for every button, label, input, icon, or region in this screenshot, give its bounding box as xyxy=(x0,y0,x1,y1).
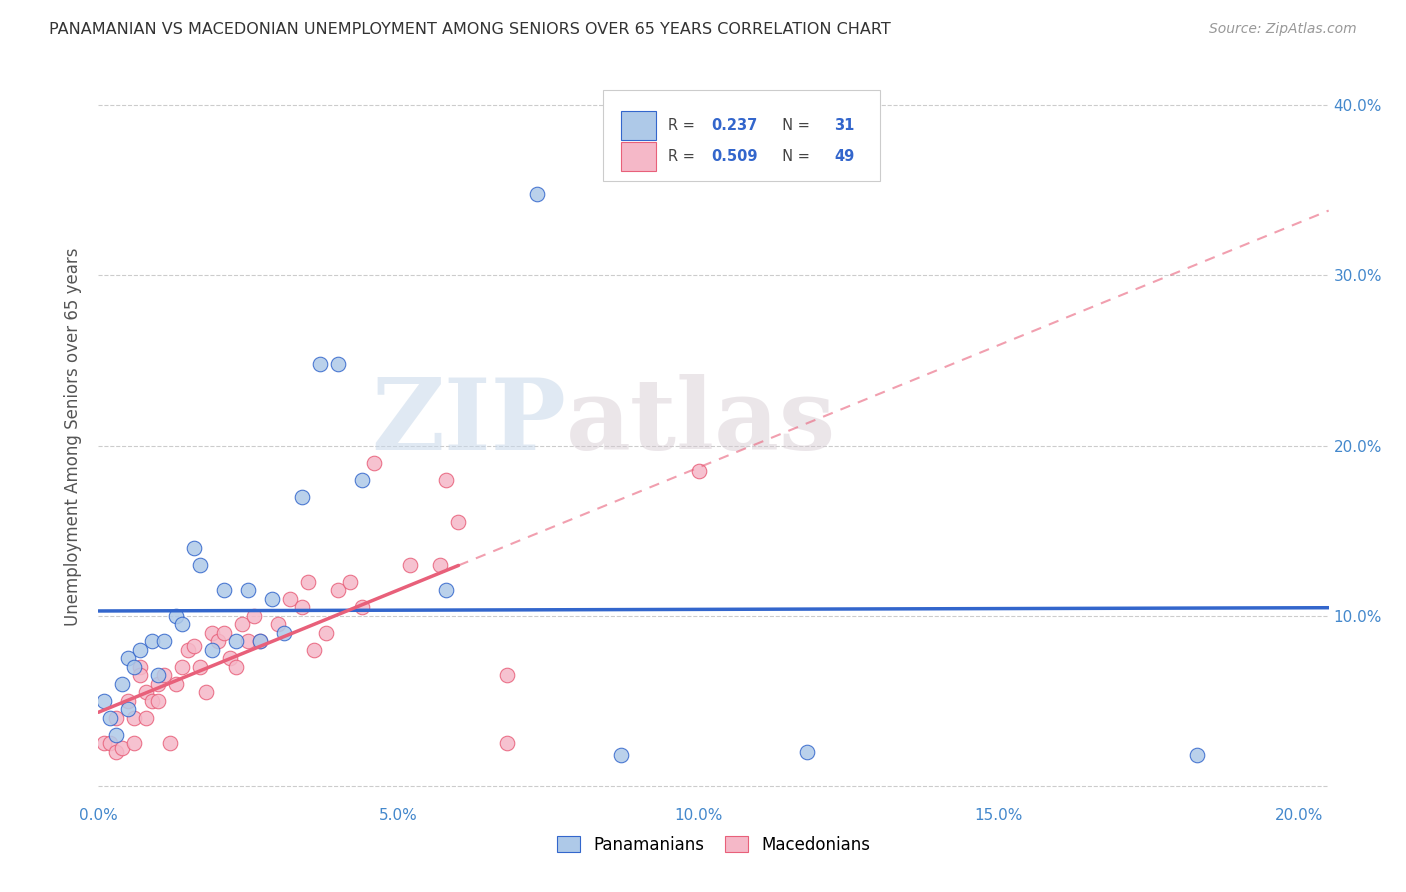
Point xyxy=(238,634,260,648)
Text: 0.509: 0.509 xyxy=(711,149,758,164)
Point xyxy=(177,642,200,657)
Text: Source: ZipAtlas.com: Source: ZipAtlas.com xyxy=(1209,22,1357,37)
Point xyxy=(135,711,157,725)
Point xyxy=(183,541,205,555)
Point xyxy=(148,694,170,708)
Point xyxy=(399,558,422,572)
Point xyxy=(495,668,517,682)
Point xyxy=(231,617,253,632)
Text: 31: 31 xyxy=(834,118,855,133)
Point xyxy=(214,583,236,598)
Point xyxy=(225,634,247,648)
Point xyxy=(190,659,212,673)
Point xyxy=(195,685,218,699)
Point xyxy=(124,736,146,750)
Point xyxy=(688,464,710,478)
Point xyxy=(219,651,242,665)
Point xyxy=(111,741,134,756)
Point xyxy=(291,490,314,504)
Point xyxy=(297,574,319,589)
Point xyxy=(105,745,128,759)
Text: atlas: atlas xyxy=(567,374,837,471)
Text: R =: R = xyxy=(668,118,700,133)
Point xyxy=(243,608,266,623)
Point xyxy=(352,473,374,487)
Point xyxy=(153,634,176,648)
Point xyxy=(124,711,146,725)
Point xyxy=(129,659,152,673)
Point xyxy=(159,736,181,750)
Bar xyxy=(621,142,655,171)
Point xyxy=(100,736,122,750)
Point xyxy=(165,608,187,623)
Legend: Panamanians, Macedonians: Panamanians, Macedonians xyxy=(550,829,877,860)
Point xyxy=(117,651,139,665)
Point xyxy=(352,600,374,615)
Point xyxy=(429,558,451,572)
Point xyxy=(214,625,236,640)
Point xyxy=(225,659,247,673)
Point xyxy=(148,677,170,691)
Point xyxy=(129,668,152,682)
Point xyxy=(183,640,205,654)
Point xyxy=(93,736,115,750)
Point xyxy=(93,694,115,708)
Point xyxy=(105,728,128,742)
Point xyxy=(273,625,295,640)
Point xyxy=(291,600,314,615)
Point xyxy=(124,659,146,673)
Point xyxy=(447,515,470,529)
Point xyxy=(796,745,818,759)
Point xyxy=(249,634,271,648)
Point xyxy=(328,357,350,371)
Point xyxy=(141,694,163,708)
Point xyxy=(153,668,176,682)
Point xyxy=(190,558,212,572)
Text: N =: N = xyxy=(773,118,814,133)
Point xyxy=(172,617,194,632)
Point xyxy=(165,677,187,691)
Point xyxy=(495,736,517,750)
Y-axis label: Unemployment Among Seniors over 65 years: Unemployment Among Seniors over 65 years xyxy=(65,248,83,626)
Point xyxy=(249,634,271,648)
Point xyxy=(148,668,170,682)
Point xyxy=(267,617,290,632)
Point xyxy=(129,642,152,657)
Point xyxy=(117,694,139,708)
Point xyxy=(436,583,458,598)
Text: 0.237: 0.237 xyxy=(711,118,758,133)
Point xyxy=(304,642,326,657)
Text: PANAMANIAN VS MACEDONIAN UNEMPLOYMENT AMONG SENIORS OVER 65 YEARS CORRELATION CH: PANAMANIAN VS MACEDONIAN UNEMPLOYMENT AM… xyxy=(49,22,891,37)
Point xyxy=(105,711,128,725)
Point xyxy=(172,659,194,673)
Point xyxy=(111,677,134,691)
Text: R =: R = xyxy=(668,149,700,164)
Point xyxy=(135,685,157,699)
Point xyxy=(207,634,229,648)
Point xyxy=(309,357,332,371)
Text: 49: 49 xyxy=(834,149,855,164)
Point xyxy=(436,473,458,487)
FancyBboxPatch shape xyxy=(603,90,880,181)
Point xyxy=(339,574,361,589)
Point xyxy=(363,456,385,470)
Point xyxy=(609,748,631,763)
Point xyxy=(1185,748,1208,763)
Bar xyxy=(621,111,655,140)
Point xyxy=(526,186,548,201)
Point xyxy=(328,583,350,598)
Point xyxy=(201,642,224,657)
Point xyxy=(201,625,224,640)
Point xyxy=(315,625,337,640)
Text: ZIP: ZIP xyxy=(371,374,567,471)
Point xyxy=(262,591,284,606)
Text: N =: N = xyxy=(773,149,814,164)
Point xyxy=(117,702,139,716)
Point xyxy=(280,591,302,606)
Point xyxy=(238,583,260,598)
Point xyxy=(141,634,163,648)
Point xyxy=(100,711,122,725)
